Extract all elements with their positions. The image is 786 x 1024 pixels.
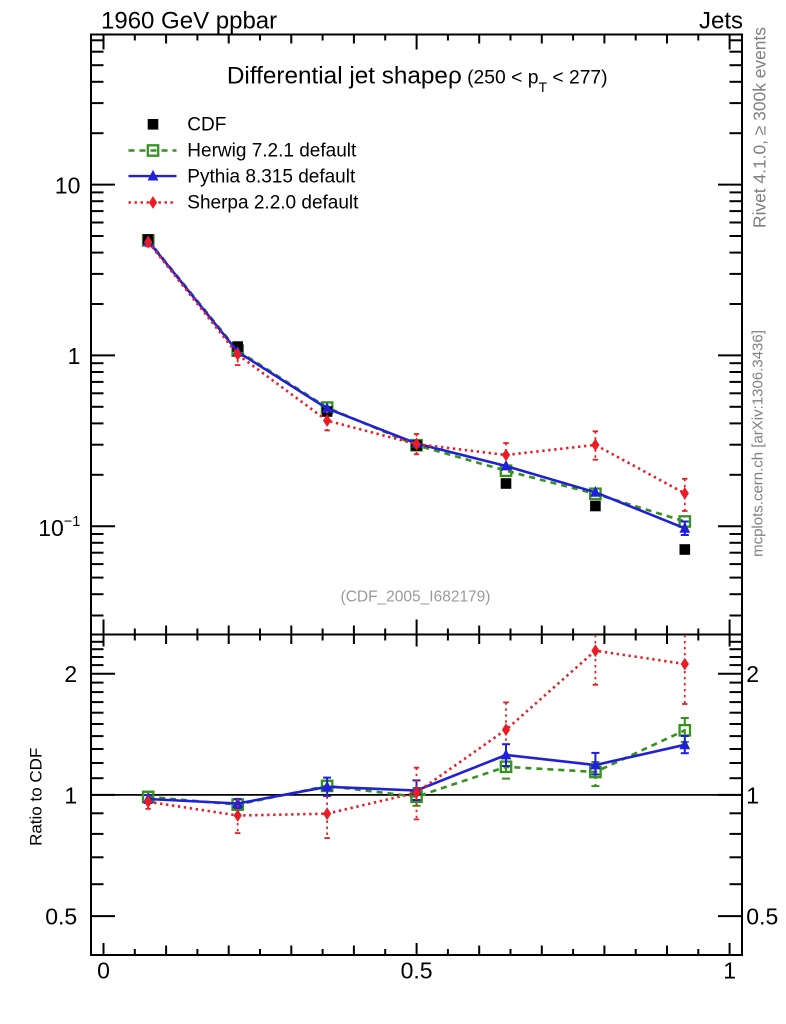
svg-text:(CDF_2005_I682179): (CDF_2005_I682179) [341,589,491,606]
svg-text:Rivet 4.1.0, ≥ 300k events: Rivet 4.1.0, ≥ 300k events [749,27,769,228]
svg-text:mcplots.cern.ch [arXiv:1306.34: mcplots.cern.ch [arXiv:1306.3436] [750,330,767,557]
svg-text:Jets: Jets [699,8,743,35]
svg-text:CDF: CDF [187,115,226,136]
svg-text:1: 1 [746,782,759,808]
svg-text:0: 0 [97,958,110,984]
svg-text:2: 2 [64,661,77,687]
svg-text:Herwig 7.2.1 default: Herwig 7.2.1 default [187,141,357,162]
svg-text:0.5: 0.5 [45,904,77,930]
svg-text:Ratio to CDF: Ratio to CDF [27,748,46,846]
svg-text:2: 2 [746,661,759,687]
svg-text:Pythia 8.315 default: Pythia 8.315 default [187,166,356,187]
svg-text:0.5: 0.5 [746,904,778,930]
svg-text:10: 10 [55,173,81,199]
svg-text:1: 1 [64,782,77,808]
svg-text:1960 GeV ppbar: 1960 GeV ppbar [101,8,277,35]
svg-text:0.5: 0.5 [401,958,433,984]
svg-text:1: 1 [68,343,81,369]
svg-text:Sherpa 2.2.0 default: Sherpa 2.2.0 default [187,193,359,214]
svg-text:1: 1 [723,958,736,984]
